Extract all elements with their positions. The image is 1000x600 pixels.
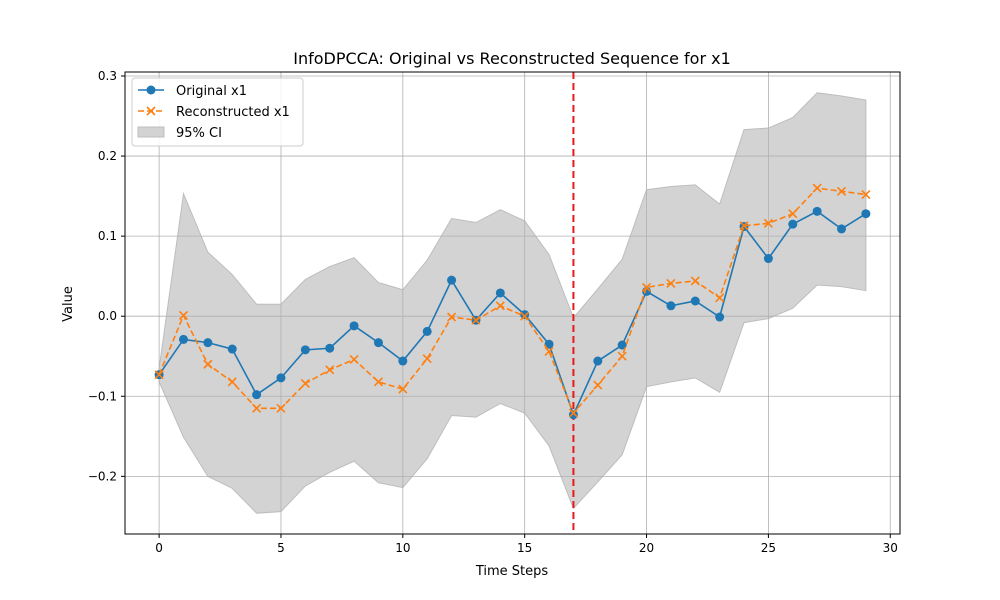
series-point-0: [593, 356, 603, 366]
legend-label-original: Original x1: [176, 84, 247, 99]
series-point-0: [276, 373, 286, 383]
series-point-1: [422, 354, 432, 364]
y-axis-label: Value: [61, 286, 76, 322]
series-point-1: [812, 183, 822, 193]
legend-marker-original: [146, 85, 156, 95]
series-point-1: [471, 315, 481, 325]
y-tick-label: 0.1: [98, 229, 117, 243]
series-point-1: [836, 186, 847, 196]
series-line-1: [158, 187, 866, 415]
series-point-1: [715, 293, 725, 303]
series-point-1: [398, 384, 408, 394]
series-point-0: [861, 209, 871, 219]
series-point-0: [788, 219, 798, 229]
series-point-1: [666, 278, 676, 288]
legend-marker-reconstructed: [146, 106, 156, 116]
series-point-0: [690, 296, 700, 306]
series-point-1: [495, 301, 505, 311]
series-point-0: [812, 206, 822, 216]
series-point-1: [227, 377, 237, 387]
y-tick-label: 0.0: [98, 309, 117, 323]
series-point-1: [690, 276, 700, 286]
x-tick-label: 5: [277, 541, 285, 555]
series-point-1: [276, 403, 286, 413]
legend-swatch-ci: [137, 126, 165, 138]
x-axis-label: Time Steps: [475, 564, 549, 579]
series-point-0: [495, 288, 505, 298]
series-point-1: [349, 354, 359, 365]
y-tick-label: 0.2: [98, 149, 117, 163]
legend-box: [131, 77, 304, 147]
series-point-0: [300, 345, 310, 355]
series-point-1: [252, 403, 262, 413]
x-tick-label: 0: [155, 541, 163, 555]
series-point-1: [617, 351, 627, 361]
y-tick-label: −0.1: [88, 389, 117, 403]
x-tick-label: 15: [517, 541, 532, 555]
series-point-0: [325, 343, 335, 353]
legend-label-ci: 95% CI: [176, 126, 222, 141]
series-point-1: [447, 312, 457, 322]
series-point-0: [398, 356, 408, 366]
series-point-1: [520, 311, 530, 321]
series-point-1: [373, 377, 384, 387]
series-point-1: [568, 408, 578, 418]
series-point-0: [544, 339, 554, 349]
series-point-1: [203, 359, 213, 369]
series-point-0: [422, 326, 432, 336]
series-point-1: [544, 346, 554, 357]
series-point-1: [593, 380, 603, 390]
series-point-0: [203, 338, 213, 348]
series-point-0: [837, 224, 847, 234]
series-point-0: [178, 334, 188, 344]
series-point-0: [227, 344, 237, 354]
y-tick-label: 0.3: [98, 69, 117, 83]
x-tick-label: 10: [395, 541, 410, 555]
series-point-0: [763, 254, 773, 264]
series-point-1: [178, 310, 189, 320]
series-point-0: [568, 410, 578, 420]
series-point-1: [763, 218, 773, 228]
series-point-1: [861, 189, 871, 200]
series-point-1: [325, 365, 335, 375]
series-point-0: [520, 310, 530, 320]
series-point-0: [715, 312, 725, 322]
series-point-0: [349, 321, 359, 331]
series-point-1: [788, 209, 798, 219]
y-tick-label: −0.2: [88, 469, 117, 483]
series-point-1: [300, 378, 310, 389]
series-line-0: [158, 210, 867, 417]
plot-frame: [124, 71, 901, 535]
series-point-1: [641, 282, 652, 292]
series-point-0: [373, 338, 383, 348]
x-tick-label: 20: [639, 541, 654, 555]
series-point-0: [617, 340, 627, 350]
series-point-1: [739, 221, 749, 231]
chart-title: InfoDPCCA: Original vs Reconstructed Seq…: [293, 49, 731, 68]
legend-label-reconstructed: Reconstructed x1: [176, 105, 290, 120]
series-point-0: [447, 275, 457, 285]
series-point-0: [666, 301, 676, 311]
x-tick-label: 30: [883, 541, 898, 555]
x-tick-label: 25: [761, 541, 776, 555]
series-point-0: [252, 390, 262, 400]
series-point-1: [154, 370, 164, 380]
